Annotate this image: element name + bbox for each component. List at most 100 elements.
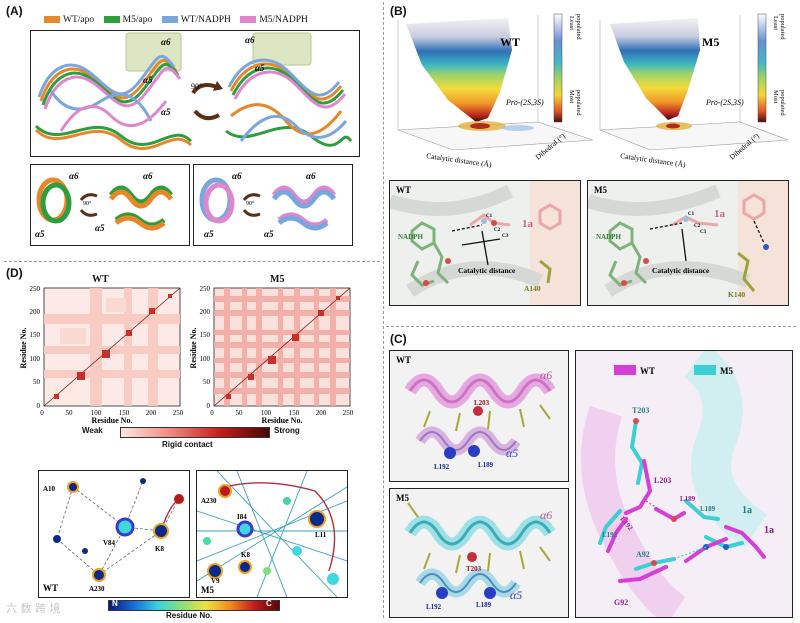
sub-apo-a6-right: α6	[143, 171, 153, 181]
c-legend-wt: WT	[640, 366, 655, 376]
panel-d-label: (D)	[6, 266, 23, 280]
panel-b-wt-active-site: WT NADPH 1a A140 Catalytic distance C1 C…	[389, 180, 581, 306]
m5-cbar-bot-2: populated	[779, 90, 786, 116]
d-wt-title: WT	[92, 274, 109, 285]
sub-nadph-rotation: 90°	[246, 200, 255, 207]
residue-gradient	[108, 600, 280, 611]
panel-b-energy-landscapes: WT Pro-(2S,3S) Catalytic distance (Å) Di…	[397, 13, 789, 169]
d-wt-xlabel: Residue No.	[92, 416, 133, 424]
left-divider	[4, 261, 380, 262]
d-wt-network: A10 V84 K8 A230 WT	[38, 470, 190, 598]
label-a5-left: α5	[143, 75, 153, 85]
c-ov-l189-m5: L189	[700, 505, 716, 513]
sub-nadph-a6-left: α6	[232, 171, 242, 181]
d-m5-ytick-100: 100	[200, 355, 211, 363]
m5-struct-nadph: NADPH	[596, 233, 621, 241]
rotation-label: 90°	[191, 82, 202, 91]
m5-x-axis-label: Catalytic distance (Å)	[620, 151, 687, 169]
d-m5-ytick-0: 0	[207, 402, 211, 410]
d-m5-title: M5	[270, 274, 285, 285]
d-m5-xtick-100: 100	[261, 409, 272, 417]
c-wt-title: WT	[396, 355, 411, 365]
residue-n-label: N	[112, 599, 118, 608]
c-wt-l203: L203	[474, 399, 490, 407]
d-residue-bar: N C Residue No.	[108, 599, 280, 620]
d-m5-xtick-150: 150	[289, 409, 300, 417]
d-wt-xtick-100: 100	[91, 409, 102, 417]
m5-cbar-bot-1: Most	[772, 90, 779, 104]
d-m5-xlabel: Residue No.	[262, 416, 303, 424]
wt-pro-label: Pro-(2S,3S)	[505, 98, 544, 107]
m5-landscape-title: M5	[702, 35, 719, 49]
vertical-divider	[383, 2, 384, 618]
c-ov-l192-m5: L192	[602, 531, 618, 539]
label-a6-right: α6	[245, 35, 255, 45]
d-wt-ylabel: Residue No.	[20, 328, 28, 369]
d-wt-node-v84: V84	[103, 539, 116, 547]
d-m5-ytick-50: 50	[203, 378, 211, 386]
d-rigid-contact-bar: Weak Strong Rigid contact	[82, 426, 304, 457]
panel-a-label: (A)	[6, 4, 23, 18]
c-ov-l189-wt: L189	[680, 495, 696, 503]
d-wt-ytick-150: 150	[30, 331, 41, 339]
residue-bar-label: Residue No.	[166, 611, 213, 620]
sub-apo-a5-right: α5	[95, 223, 105, 233]
d-wt-ytick-0: 0	[37, 402, 41, 410]
d-m5-network: A230 I84 L11 K8 V9 M5	[196, 470, 348, 598]
panel-a-legend: WT/apo M5/apo WT/NADPH M5/NADPH	[44, 15, 374, 27]
d-m5-ylabel: Residue No.	[190, 328, 198, 369]
wt-struct-distance: Catalytic distance	[458, 266, 516, 275]
d-wt-xtick-150: 150	[119, 409, 130, 417]
label-a5-left-2: α5	[161, 107, 171, 117]
d-wt-ytick-250: 250	[30, 285, 41, 293]
d-wt-xtick-0: 0	[40, 409, 44, 417]
rigid-strong-label: Strong	[274, 426, 300, 435]
m5-pro-label: Pro-(2S,3S)	[705, 98, 744, 107]
m5-struct-c2: C2	[694, 224, 701, 229]
sub-apo-rotation: 90°	[83, 200, 92, 207]
d-wt-xtick-250: 250	[173, 409, 184, 417]
residue-c-label: C	[266, 599, 272, 608]
panel-a-main-structure: α6 α5 α5 α6 α5 90°	[30, 30, 360, 157]
sub-apo-a6-left: α6	[69, 171, 79, 181]
wt-x-axis-label: Catalytic distance (Å)	[426, 151, 493, 169]
c-ov-1a-m5: 1a	[742, 505, 752, 516]
panel-a-sub-apo: α6 α5 α6 α5 90°	[30, 164, 190, 246]
sub-nadph-a6-right: α6	[306, 171, 316, 181]
panel-c-m5-helices: M5 α6 α5 T203 L189 L192	[389, 488, 569, 618]
wt-struct-title: WT	[396, 185, 411, 195]
c-m5-a6: α6	[540, 508, 552, 522]
wt-struct-nadph: NADPH	[398, 233, 423, 241]
d-m5-node-l11: L11	[315, 531, 327, 539]
m5-struct-title: M5	[594, 185, 607, 195]
wt-cbar-top-2: populated	[575, 14, 582, 40]
c-ov-g92: G92	[614, 598, 628, 607]
sub-apo-a5-left: α5	[35, 229, 45, 239]
m5-cbar-top-1: Least	[772, 16, 779, 30]
d-m5-node-a230: A230	[201, 497, 217, 505]
d-wt-ytick-50: 50	[33, 378, 41, 386]
c-m5-title: M5	[396, 493, 409, 503]
m5-struct-distance: Catalytic distance	[652, 266, 710, 275]
d-wt-xtick-200: 200	[146, 409, 157, 417]
label-a5-right: α5	[255, 63, 265, 73]
d-m5-xtick-50: 50	[236, 409, 244, 417]
protein-overlay-image: α6 α5 α5 α6 α5 90°	[34, 32, 353, 150]
c-wt-a5: α5	[506, 446, 518, 460]
m5-struct-ligand: 1a	[714, 208, 726, 220]
m5-cbar-top-2: populated	[779, 14, 786, 40]
d-m5-node-k8: K8	[241, 551, 250, 559]
panel-b-label: (B)	[390, 4, 407, 18]
sub-nadph-a5-right: α5	[264, 229, 274, 239]
panel-c-wt-helices: WT α6 α5 L203 L189 L192	[389, 350, 569, 482]
wt-cbar-top-1: Least	[568, 16, 575, 30]
d-m5-ytick-250: 250	[200, 285, 211, 293]
d-m5-contact-map: 0 50 100 150 200 250 0 50 100 150 200 25…	[190, 285, 354, 424]
wt-landscape-title: WT	[500, 35, 520, 49]
d-m5-xtick-0: 0	[210, 409, 214, 417]
wt-cbar-bot-2: populated	[575, 90, 582, 116]
d-wt-node-k8: K8	[155, 545, 164, 553]
c-ov-1a-wt: 1a	[764, 525, 774, 536]
rigid-contact-label: Rigid contact	[162, 440, 213, 449]
panel-c-overlay: WT M5 T203 L203 L189 L189 L192 L19	[575, 350, 793, 618]
